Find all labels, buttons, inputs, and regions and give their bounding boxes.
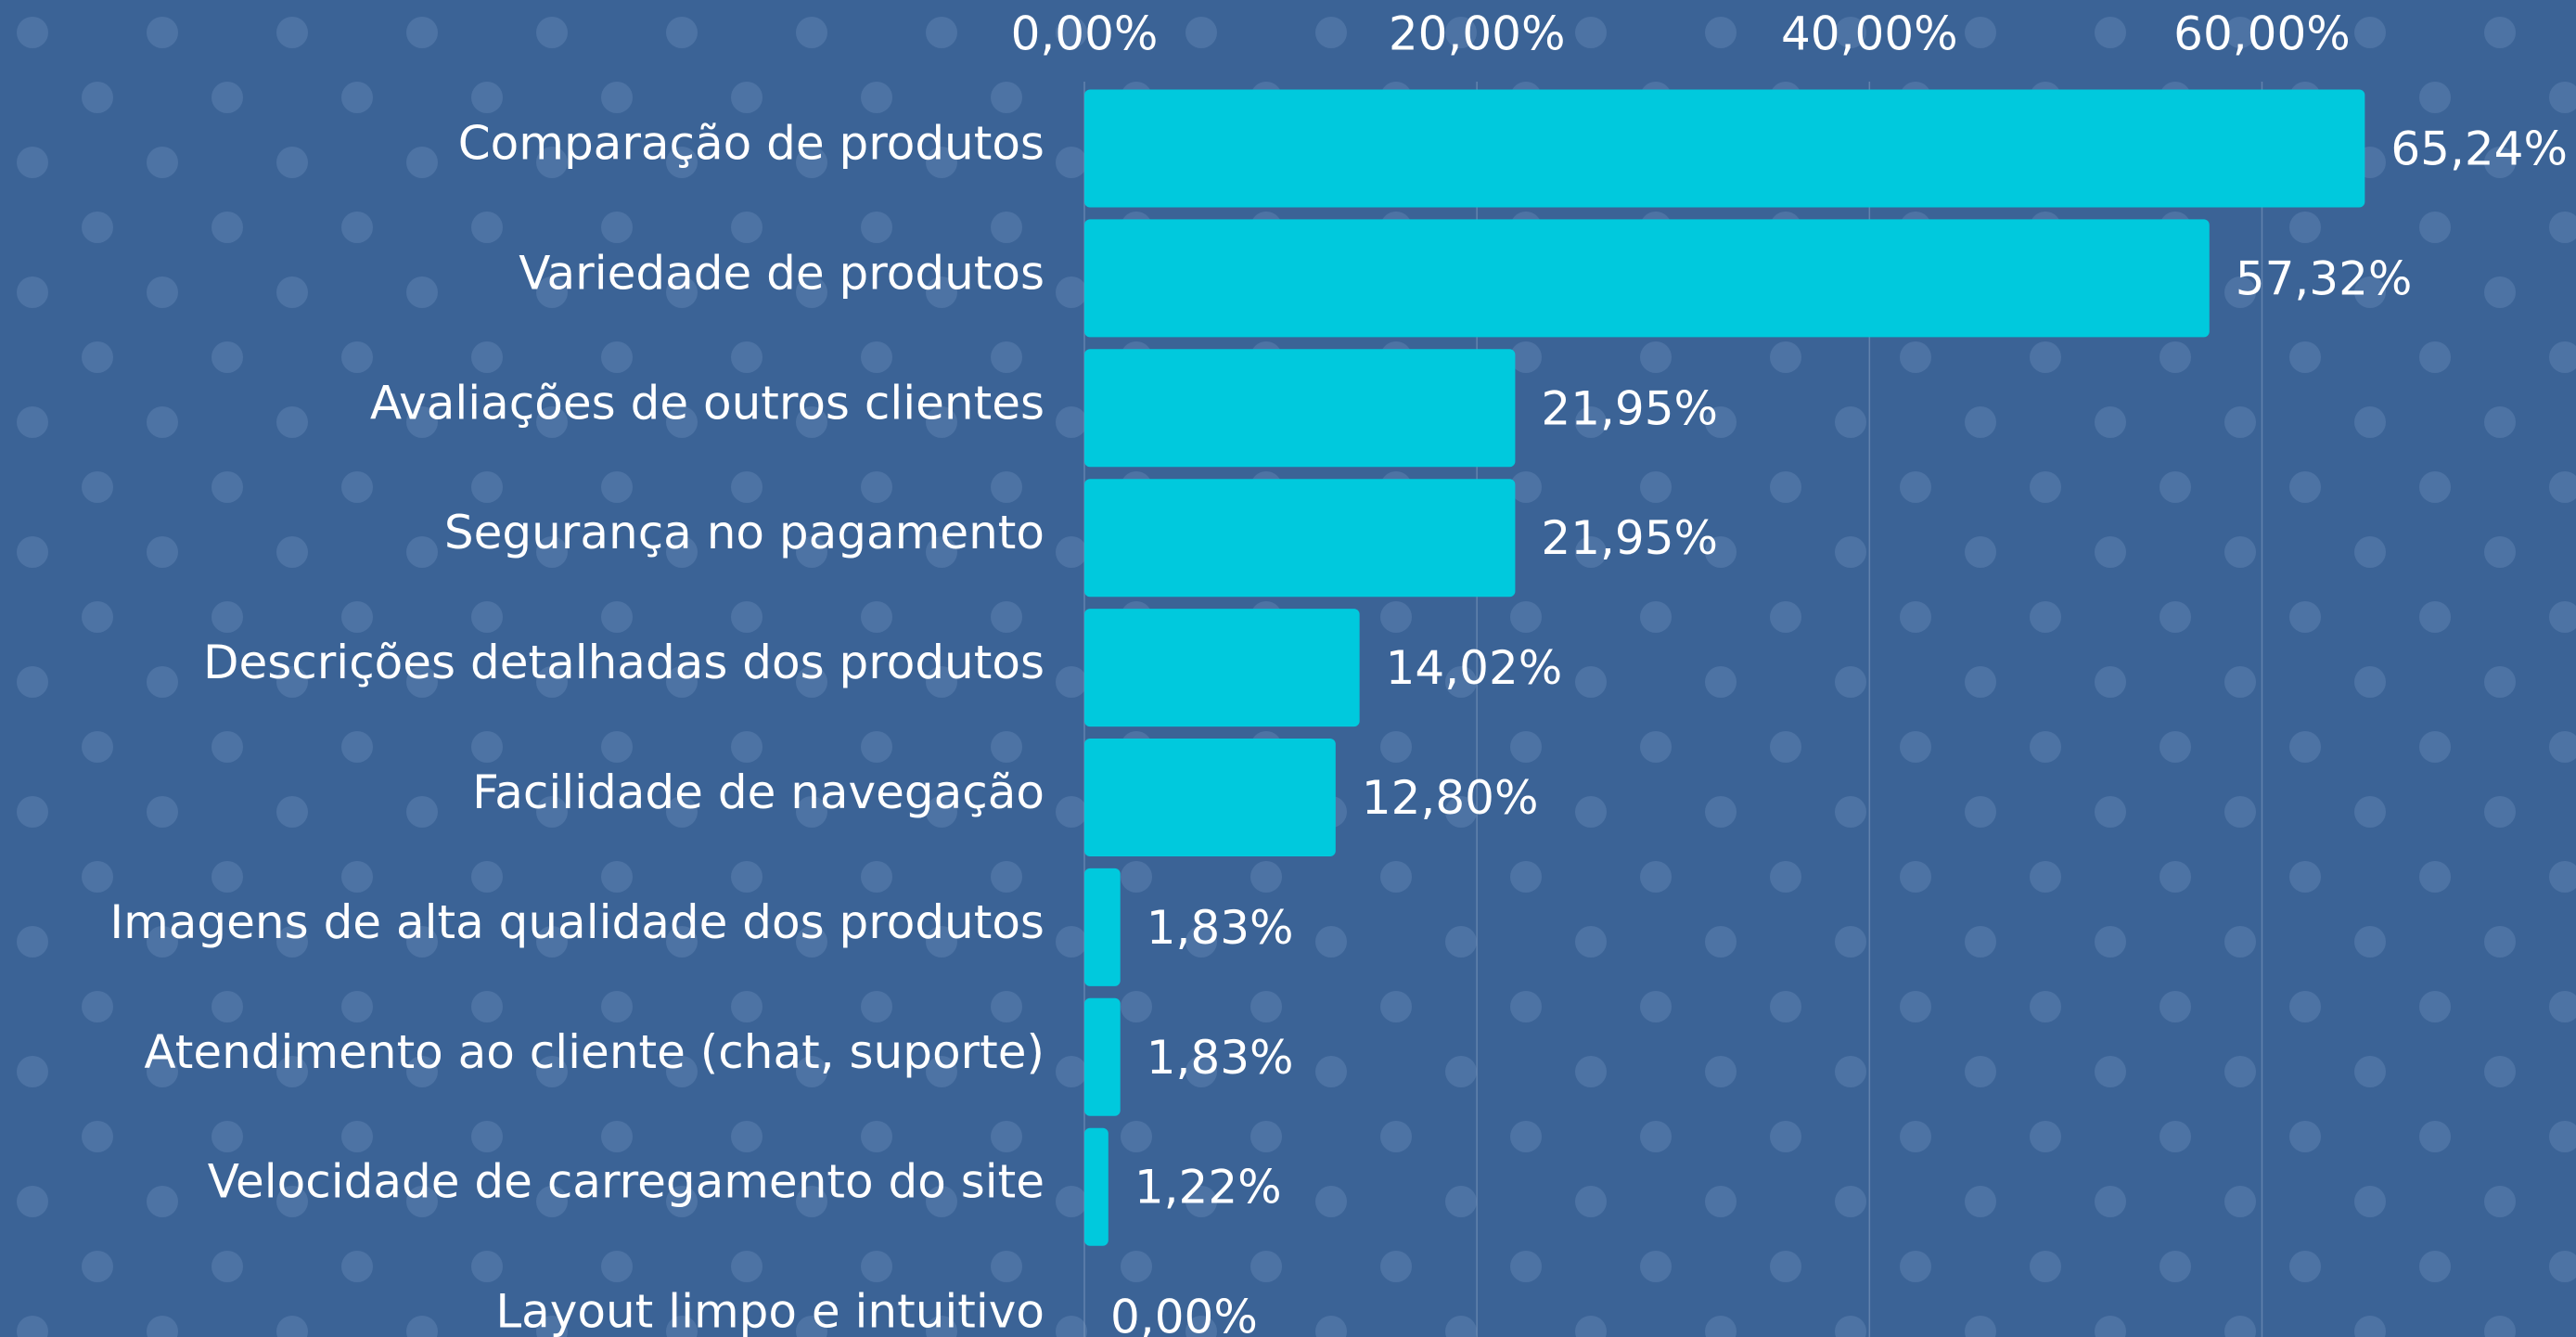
bar (1084, 1127, 1109, 1246)
value-label: 1,22% (1134, 1161, 1282, 1215)
bar (1084, 997, 1121, 1116)
y-tick-label: Layout limpo e intuitivo (495, 1285, 1044, 1337)
y-tick-label: Velocidade de carregamento do site (208, 1155, 1044, 1209)
y-tick-label: Comparação de produtos (458, 117, 1044, 171)
y-tick-label: Variedade de produtos (519, 246, 1044, 300)
x-tick-label: 60,00% (2173, 7, 2351, 61)
value-label: 0,00% (1110, 1291, 1258, 1337)
value-label: 1,83% (1147, 1031, 1294, 1085)
y-tick-label: Segurança no pagamento (444, 506, 1044, 559)
value-label: 14,02% (1386, 641, 1563, 695)
bar (1084, 349, 1516, 468)
bar (1084, 739, 1336, 856)
value-label: 21,95% (1541, 381, 1718, 435)
y-tick-label: Descrições detalhadas dos produtos (203, 636, 1044, 689)
x-tick-label: 20,00% (1389, 7, 1566, 61)
value-label: 1,83% (1147, 901, 1294, 955)
bar (1084, 609, 1360, 727)
x-tick-label: 0,00% (1011, 7, 1159, 61)
y-tick-label: Avaliações de outros clientes (370, 376, 1044, 430)
value-label: 57,32% (2236, 251, 2413, 305)
bar (1084, 479, 1516, 598)
bar (1084, 89, 2365, 208)
value-label: 65,24% (2390, 122, 2568, 176)
y-tick-label: Atendimento ao cliente (chat, suporte) (144, 1025, 1044, 1079)
value-label: 12,80% (1362, 771, 1539, 825)
y-tick-label: Imagens de alta qualidade dos produtos (109, 895, 1044, 949)
bar (1084, 219, 2210, 338)
value-label: 21,95% (1541, 511, 1718, 565)
y-tick-label: Facilidade de navegação (472, 765, 1044, 819)
x-tick-label: 40,00% (1781, 7, 1958, 61)
bar (1084, 868, 1121, 986)
